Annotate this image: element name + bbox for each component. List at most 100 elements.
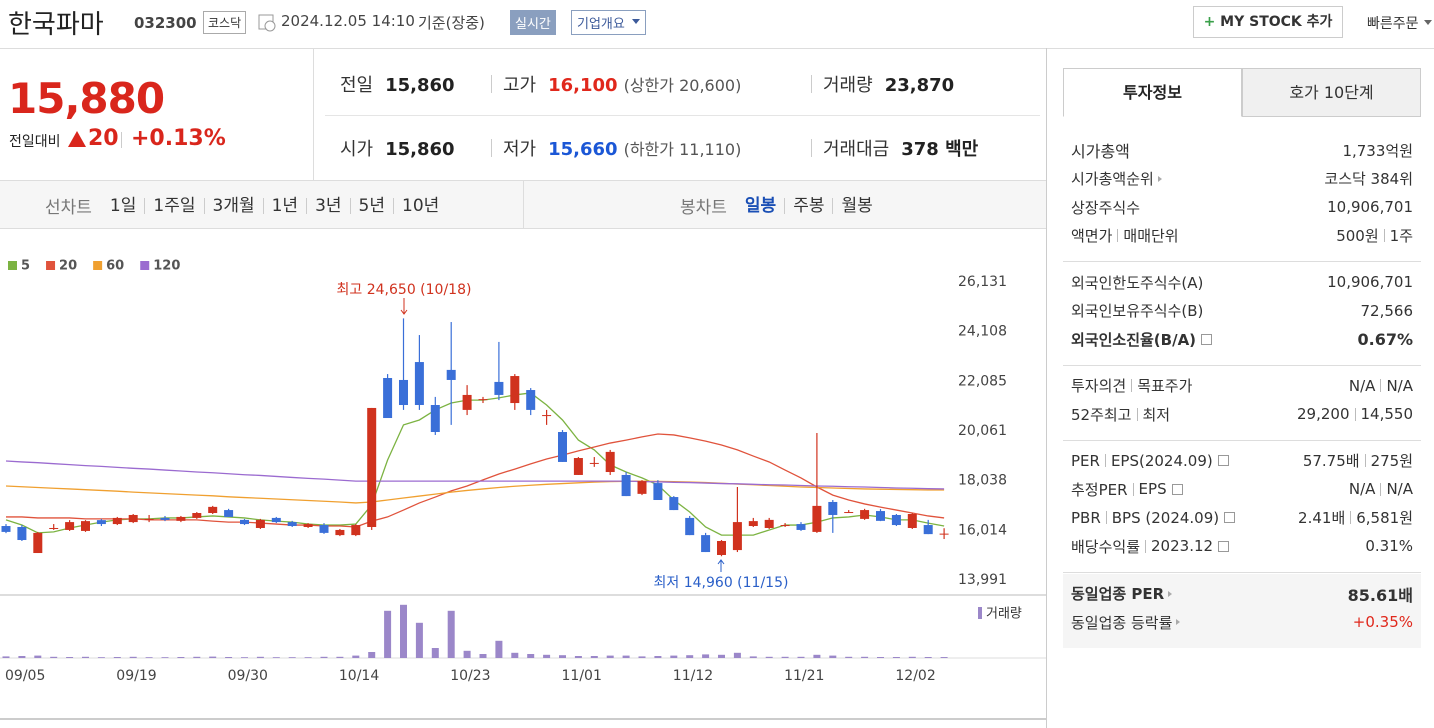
x-tick-label: 09/30 — [228, 668, 268, 684]
tab-item[interactable]: 5년 — [349, 197, 393, 214]
volume-bar — [272, 657, 280, 658]
candle-body — [33, 532, 43, 554]
my-stock-button[interactable]: + MY STOCK 추가 — [1193, 6, 1343, 38]
label-part: 시가총액순위 — [1071, 170, 1154, 189]
volume-bar — [479, 654, 487, 658]
candle-body — [685, 517, 695, 536]
info-row: 추정PER EPS N/A N/A — [1071, 475, 1413, 504]
y-tick-label: 22,085 — [958, 373, 1007, 389]
volume-bar — [670, 655, 678, 658]
info-value: N/A N/A — [1349, 480, 1413, 498]
volume-bar — [2, 656, 10, 658]
candle-body — [923, 525, 933, 535]
icon-clock — [264, 20, 276, 32]
tab-item[interactable]: 3개월 — [203, 197, 263, 214]
arrow-icon — [1176, 619, 1183, 626]
candle-body — [653, 483, 663, 501]
candle-body — [621, 474, 631, 497]
candle-body — [414, 362, 424, 406]
candle-body — [717, 540, 726, 555]
info-label: 외국인보유주식수(B) — [1071, 300, 1203, 321]
divider — [1132, 482, 1134, 496]
info-body: 시가총액 1,733억원 시가총액순위 코스닥 384위 상장주식수 10,906,701… — [1063, 130, 1421, 648]
candle-body — [224, 510, 234, 517]
volume-bar — [495, 640, 503, 658]
y-tick-label: 16,014 — [958, 522, 1007, 538]
volume-bar — [622, 655, 630, 658]
candle-body — [319, 525, 329, 533]
tab-item[interactable]: 10년 — [393, 197, 447, 214]
tab-group-label: 선차트 — [45, 198, 92, 218]
current-price: 15,880 — [8, 74, 165, 123]
tab-item[interactable]: 일봉 — [744, 195, 777, 216]
quick-order[interactable]: 빠른주문 — [1367, 13, 1432, 33]
tab-item[interactable]: 주봉 — [784, 197, 832, 214]
volume-bar — [845, 656, 853, 658]
info-row: 외국인보유주식수(B) 72,566 — [1071, 297, 1413, 326]
label-part: 추정PER — [1071, 480, 1128, 499]
candle-body — [430, 405, 440, 433]
candle-body — [17, 527, 27, 541]
info-label: 52주최고 최저 — [1071, 404, 1170, 425]
volume-bar — [193, 656, 201, 658]
label-part: 액면가 — [1071, 227, 1113, 246]
info-label: PER EPS(2024.09) — [1071, 452, 1229, 470]
summary-value: 15,860 — [385, 139, 455, 160]
tab-item[interactable]: 월봉 — [832, 197, 880, 214]
candle-body — [351, 525, 361, 536]
overview-button[interactable]: 기업개요 — [571, 10, 646, 35]
separator — [121, 132, 122, 148]
overview-text: 기업개요 — [577, 17, 625, 32]
tab-item[interactable]: 1주일 — [144, 197, 203, 214]
tab-group: 봉차트 일봉 주봉 월봉 — [680, 193, 881, 218]
info-row: 동일업종 등락률 +0.35% — [1071, 608, 1413, 637]
volume-bar — [161, 657, 169, 658]
value-part: 2.41배 — [1298, 509, 1346, 528]
label-part: EPS(2024.09) — [1110, 451, 1213, 470]
tab-item[interactable]: 1년 — [262, 197, 306, 214]
dropdown-icon — [1423, 19, 1432, 29]
divider — [1380, 379, 1382, 393]
label-part: 2023.12 — [1151, 537, 1214, 556]
volume-bar — [113, 657, 121, 658]
arrow-head — [400, 309, 408, 315]
y-tick-label: 26,131 — [958, 274, 1007, 290]
tab-item[interactable]: 1일 — [109, 195, 137, 216]
value-part: N/A — [1348, 480, 1376, 499]
info-tab[interactable]: 호가 10단계 — [1242, 68, 1421, 117]
arrow-icon — [1157, 175, 1165, 182]
value-part: 72,566 — [1360, 301, 1414, 320]
info-row: 외국인소진율(B/A) 0.67% — [1071, 325, 1413, 354]
y-tick-label: 20,061 — [958, 423, 1007, 439]
candle-body — [494, 381, 504, 395]
info-value: 500원 1주 — [1336, 225, 1413, 246]
summary-value: 23,870 — [884, 75, 955, 96]
volume-bar — [527, 654, 535, 658]
info-value: N/A N/A — [1349, 377, 1413, 395]
candle-body — [1, 526, 11, 532]
volume-bar — [66, 657, 74, 658]
info-tab[interactable]: 투자정보 — [1063, 68, 1242, 117]
info-group: 시가총액 1,733억원 시가총액순위 코스닥 384위 상장주식수 10,906,701… — [1063, 130, 1421, 262]
value-part: +0.35% — [1352, 613, 1413, 632]
realtime-button[interactable]: 실시간 — [510, 10, 556, 35]
info-row: 52주최고 최저 29,200 14,550 — [1071, 400, 1413, 429]
divider — [1105, 511, 1107, 525]
summary-note: (하한가 11,110) — [623, 140, 742, 159]
candle-body — [112, 517, 122, 525]
legend-label: 120 — [153, 259, 180, 274]
cell-divider — [811, 139, 812, 157]
volume-bar — [447, 610, 455, 658]
candle-body — [542, 415, 552, 417]
volume-bar — [606, 655, 614, 658]
info-label: 배당수익률 2023.12 — [1071, 536, 1230, 557]
candle-body — [780, 525, 790, 527]
tab-item[interactable]: 3년 — [306, 197, 349, 214]
info-value: 29,200 14,550 — [1297, 405, 1413, 423]
legend-label: 거래량 — [986, 607, 1022, 622]
annotation: 최고 24,650 (10/18) — [337, 282, 472, 298]
volume-bar — [781, 656, 789, 658]
value-part: 10,906,701 — [1327, 273, 1413, 292]
stock-name: 한국파마 — [8, 10, 104, 40]
